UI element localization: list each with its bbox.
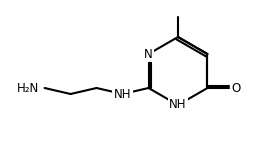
Text: O: O — [232, 82, 241, 95]
Text: N: N — [144, 47, 153, 60]
Text: NH: NH — [169, 99, 187, 112]
Text: NH: NH — [114, 88, 131, 101]
Text: H₂N: H₂N — [17, 82, 39, 95]
